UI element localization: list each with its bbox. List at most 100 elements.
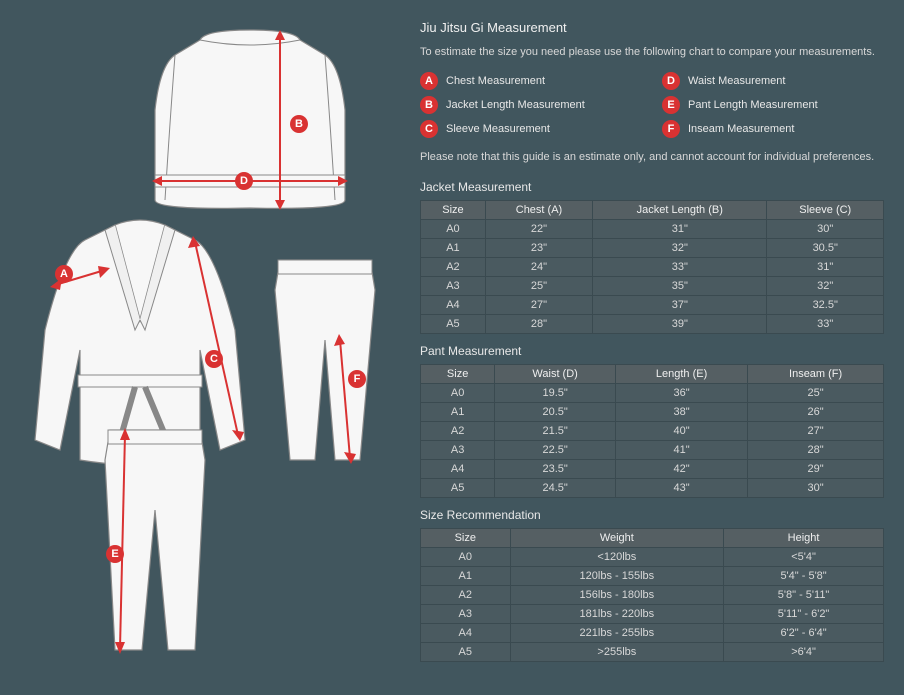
table-cell: 38" bbox=[615, 402, 747, 421]
table-cell: A0 bbox=[421, 383, 495, 402]
table-cell: 120lbs - 155lbs bbox=[510, 566, 724, 585]
table-cell: 22" bbox=[485, 219, 592, 238]
table-cell: 6'2" - 6'4" bbox=[724, 623, 884, 642]
size-table: SizeWeightHeightA0<120lbs<5'4"A1120lbs -… bbox=[420, 528, 884, 662]
table-row: A427"37"32.5" bbox=[421, 295, 884, 314]
table-row: A1120lbs - 155lbs5'4" - 5'8" bbox=[421, 566, 884, 585]
table-header: Size bbox=[421, 364, 495, 383]
illustration-pane: B D F A C E bbox=[0, 0, 420, 695]
table-cell: A3 bbox=[421, 440, 495, 459]
table-cell: A0 bbox=[421, 547, 511, 566]
table-cell: 41" bbox=[615, 440, 747, 459]
table-cell: A5 bbox=[421, 642, 511, 661]
table-row: A123"32"30.5" bbox=[421, 238, 884, 257]
table-cell: 5'11" - 6'2" bbox=[724, 604, 884, 623]
size-table-title: Size Recommendation bbox=[420, 508, 884, 522]
table-cell: 32.5" bbox=[767, 295, 884, 314]
table-row: A325"35"32" bbox=[421, 276, 884, 295]
table-header: Inseam (F) bbox=[748, 364, 884, 383]
table-row: A0<120lbs<5'4" bbox=[421, 547, 884, 566]
table-cell: 5'8" - 5'11" bbox=[724, 585, 884, 604]
table-cell: 5'4" - 5'8" bbox=[724, 566, 884, 585]
table-cell: 32" bbox=[767, 276, 884, 295]
legend-item: FInseam Measurement bbox=[662, 120, 884, 138]
legend-badge: E bbox=[662, 96, 680, 114]
legend-badge: A bbox=[420, 72, 438, 90]
table-cell: 28" bbox=[485, 314, 592, 333]
table-header: Jacket Length (B) bbox=[593, 200, 767, 219]
table-cell: 221lbs - 255lbs bbox=[510, 623, 724, 642]
table-row: A224"33"31" bbox=[421, 257, 884, 276]
table-cell: 43" bbox=[615, 478, 747, 497]
table-cell: 42" bbox=[615, 459, 747, 478]
legend-item: CSleeve Measurement bbox=[420, 120, 642, 138]
table-cell: 28" bbox=[748, 440, 884, 459]
legend-item: D Waist Measurement bbox=[662, 72, 884, 90]
table-row: A5>255lbs>6'4" bbox=[421, 642, 884, 661]
table-cell: 21.5" bbox=[495, 421, 616, 440]
table-header: Length (E) bbox=[615, 364, 747, 383]
intro-text: To estimate the size you need please use… bbox=[420, 45, 884, 60]
table-cell: 25" bbox=[485, 276, 592, 295]
table-row: A120.5"38"26" bbox=[421, 402, 884, 421]
pant-table-title: Pant Measurement bbox=[420, 344, 884, 358]
table-header: Waist (D) bbox=[495, 364, 616, 383]
legend-label: Sleeve Measurement bbox=[446, 123, 550, 135]
table-header: Weight bbox=[510, 528, 724, 547]
table-row: A423.5"42"29" bbox=[421, 459, 884, 478]
table-cell: 25" bbox=[748, 383, 884, 402]
table-cell: 33" bbox=[593, 257, 767, 276]
badge-a: A bbox=[55, 265, 73, 283]
badge-e: E bbox=[106, 545, 124, 563]
table-cell: 30" bbox=[767, 219, 884, 238]
legend-item: B Jacket Length Measurement bbox=[420, 96, 642, 114]
table-cell: A1 bbox=[421, 238, 486, 257]
table-cell: 31" bbox=[593, 219, 767, 238]
table-cell: A3 bbox=[421, 604, 511, 623]
table-cell: >255lbs bbox=[510, 642, 724, 661]
table-row: A524.5"43"30" bbox=[421, 478, 884, 497]
table-cell: 36" bbox=[615, 383, 747, 402]
gi-pants-illustration bbox=[240, 250, 410, 480]
content-pane: Jiu Jitsu Gi Measurement To estimate the… bbox=[420, 0, 904, 695]
legend-label: Waist Measurement bbox=[688, 75, 785, 87]
legend-badge: D bbox=[662, 72, 680, 90]
table-cell: 22.5" bbox=[495, 440, 616, 459]
table-cell: A3 bbox=[421, 276, 486, 295]
table-cell: 29" bbox=[748, 459, 884, 478]
table-header: Size bbox=[421, 528, 511, 547]
table-cell: 35" bbox=[593, 276, 767, 295]
badge-f: F bbox=[348, 370, 366, 388]
legend-label: Jacket Length Measurement bbox=[446, 99, 585, 111]
table-header: Chest (A) bbox=[485, 200, 592, 219]
table-cell: A4 bbox=[421, 459, 495, 478]
gi-pants-front-illustration bbox=[70, 420, 240, 670]
table-header: Height bbox=[724, 528, 884, 547]
table-row: A3181lbs - 220lbs5'11" - 6'2" bbox=[421, 604, 884, 623]
table-cell: 30.5" bbox=[767, 238, 884, 257]
table-cell: <120lbs bbox=[510, 547, 724, 566]
table-cell: A0 bbox=[421, 219, 486, 238]
page-title: Jiu Jitsu Gi Measurement bbox=[420, 20, 884, 35]
table-cell: <5'4" bbox=[724, 547, 884, 566]
legend-item: AChest Measurement bbox=[420, 72, 642, 90]
table-cell: 23.5" bbox=[495, 459, 616, 478]
table-cell: A5 bbox=[421, 478, 495, 497]
table-cell: 23" bbox=[485, 238, 592, 257]
table-cell: >6'4" bbox=[724, 642, 884, 661]
pant-table: SizeWaist (D)Length (E)Inseam (F)A019.5"… bbox=[420, 364, 884, 498]
badge-c: C bbox=[205, 350, 223, 368]
table-row: A221.5"40"27" bbox=[421, 421, 884, 440]
legend-item: EPant Length Measurement bbox=[662, 96, 884, 114]
table-cell: 33" bbox=[767, 314, 884, 333]
table-cell: A5 bbox=[421, 314, 486, 333]
table-cell: 24.5" bbox=[495, 478, 616, 497]
legend-badge: B bbox=[420, 96, 438, 114]
table-row: A4221lbs - 255lbs6'2" - 6'4" bbox=[421, 623, 884, 642]
table-header: Size bbox=[421, 200, 486, 219]
table-cell: 32" bbox=[593, 238, 767, 257]
table-cell: A4 bbox=[421, 295, 486, 314]
table-row: A2156lbs - 180lbs5'8" - 5'11" bbox=[421, 585, 884, 604]
table-cell: A4 bbox=[421, 623, 511, 642]
table-cell: 39" bbox=[593, 314, 767, 333]
